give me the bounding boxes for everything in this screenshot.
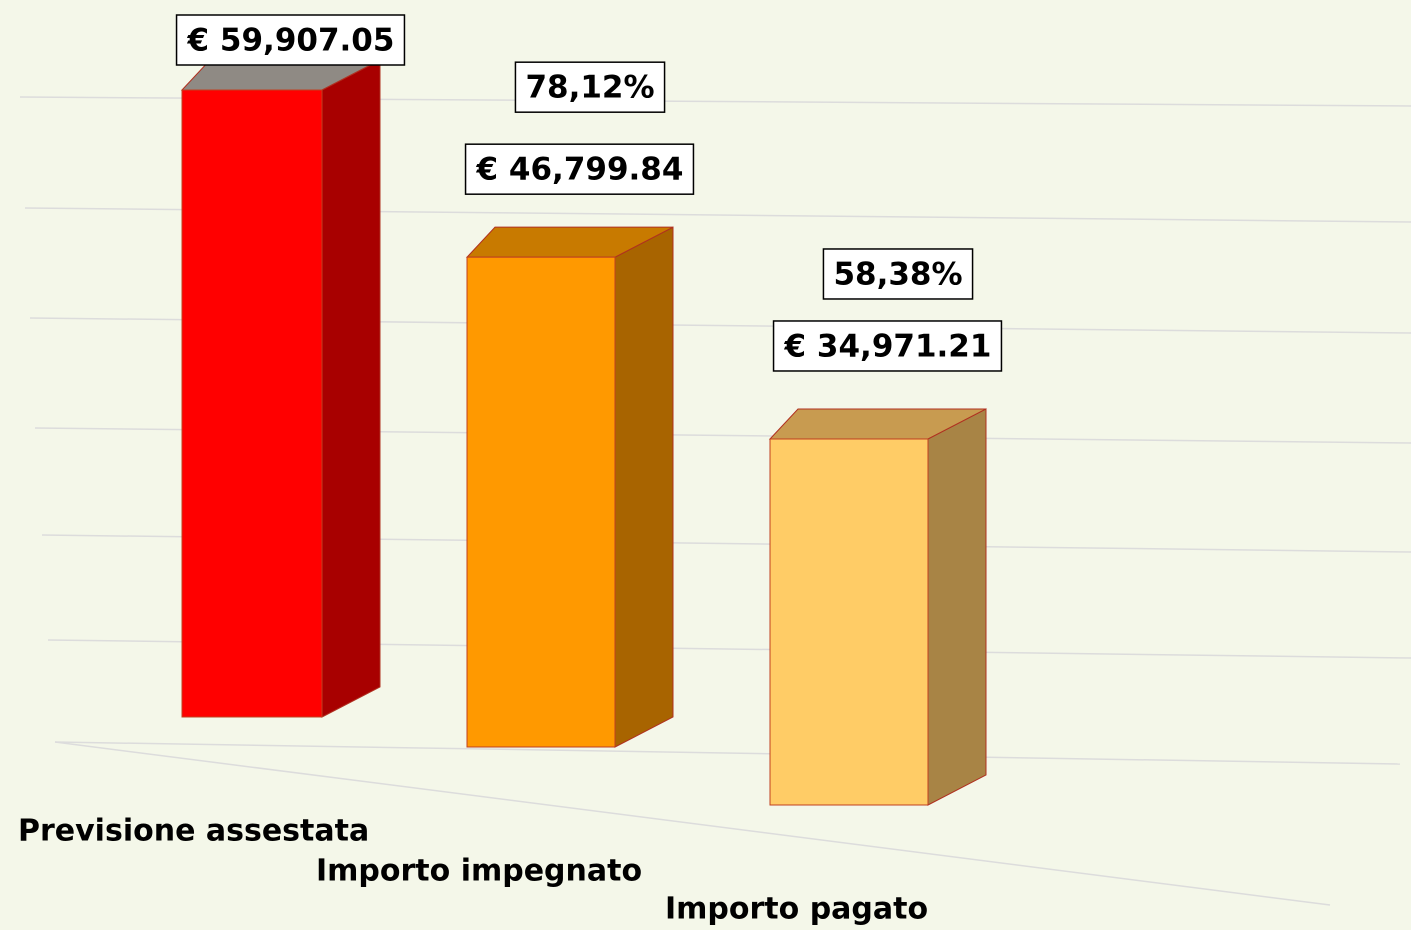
- category-label: Importo impegnato: [316, 854, 642, 889]
- value-label-box: [464, 143, 695, 195]
- bar-side: [927, 408, 987, 806]
- floor-line: [54, 741, 1331, 906]
- percent-label-box: [822, 248, 974, 300]
- category-label: Previsione assestata: [18, 814, 369, 849]
- grid-line: [54, 741, 1401, 765]
- value-label: € 34,971.21: [784, 328, 992, 364]
- bar-side: [614, 226, 674, 748]
- value-label-box: [175, 14, 406, 66]
- percent-label: 58,38%: [833, 256, 962, 292]
- bar: [181, 89, 323, 718]
- value-label: € 46,799.84: [476, 152, 684, 188]
- bar-side: [321, 59, 381, 718]
- bar: [769, 438, 929, 806]
- bar: [466, 256, 616, 748]
- bars: € 59,907.05 Previsione assestata € 46,799.…: [18, 14, 1003, 927]
- value-label: € 59,907.05: [187, 23, 395, 59]
- value-label-box: [772, 320, 1003, 372]
- percent-label-box: [514, 61, 666, 113]
- percent-label: 78,12%: [525, 70, 654, 106]
- category-label: Importo pagato: [665, 892, 928, 927]
